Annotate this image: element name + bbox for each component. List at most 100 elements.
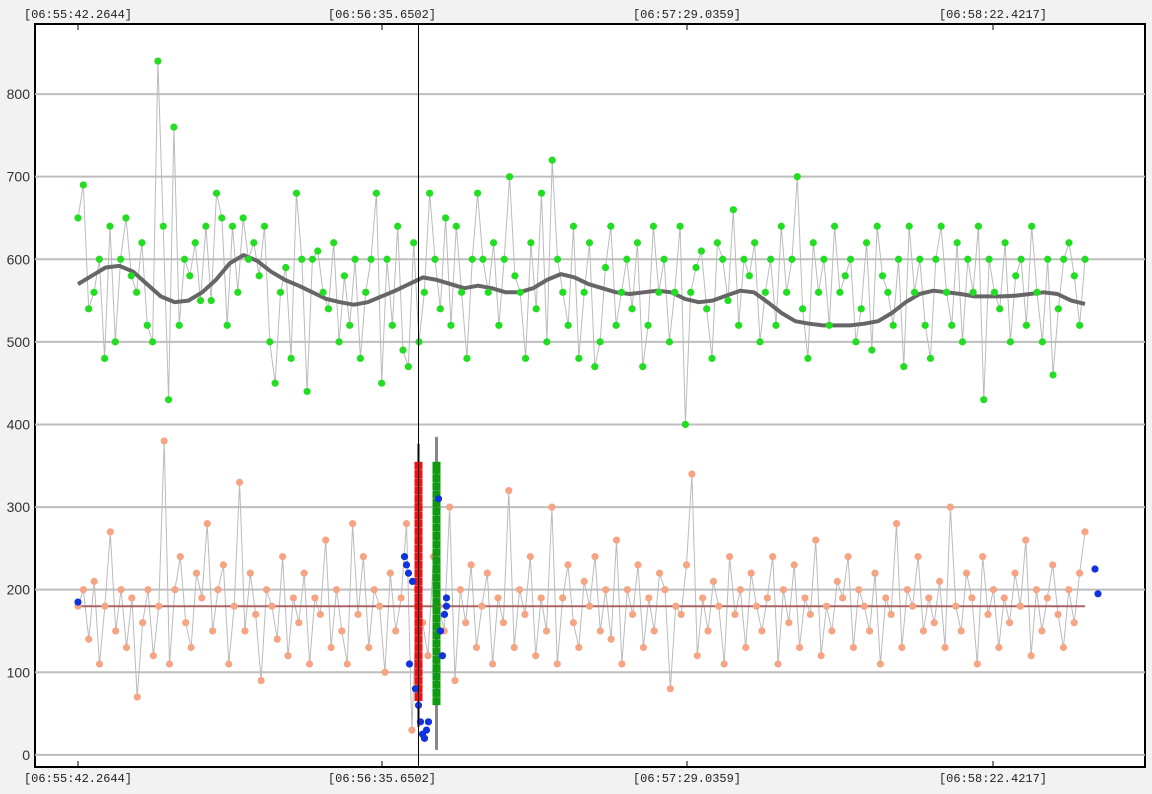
lower-series-point [666,685,674,693]
upper-series-point [1076,321,1084,329]
upper-series-point [724,296,732,305]
upper-series-point [340,272,349,280]
x-axis-bottom: [06:55:42.2644] [06:56:35.6502] [06:57:29.… [24,761,1047,786]
upper-series-point [777,222,785,230]
upper-series-point [857,305,865,313]
upper-series-point [447,321,455,329]
upper-series-point [601,263,610,272]
upper-series-point [74,214,82,222]
lower-series-point [591,553,599,561]
lower-series-point [623,586,631,594]
lower-series-point [375,602,384,610]
upper-series-point [591,363,599,371]
blue-selection-point [1094,590,1102,598]
upper-series-point [532,305,540,313]
lower-series-point [989,586,998,594]
upper-series-point [426,189,434,197]
upper-series-point [95,255,103,263]
lower-series-point [225,660,233,668]
lower-series-point [822,602,831,610]
upper-series-point [905,222,913,230]
lower-series-point [252,610,260,619]
lower-series-point [526,553,534,561]
upper-series-point [436,305,444,313]
upper-series-point [250,239,258,247]
upper-series-point [170,123,178,131]
lower-series-point [338,627,346,635]
green-selection-point [432,622,441,631]
upper-series-point [703,305,711,313]
upper-series-point [127,272,135,280]
lower-series-point [494,594,502,602]
upper-series-point [585,239,594,247]
blue-selection-point [411,685,420,693]
upper-series-point [569,222,578,230]
upper-series-point [495,321,503,329]
lower-series-point [214,586,222,594]
lower-series-point [833,577,841,586]
upper-series-point [234,288,242,296]
lower-series-point [284,652,292,660]
lower-series-point [1006,619,1014,627]
upper-series-point [719,255,727,263]
lower-series-point [187,643,195,652]
green-selection-point [432,688,441,697]
green-selection-point [432,556,441,565]
upper-series-point [958,338,967,346]
upper-series-point [479,255,487,263]
lower-series-point [521,610,529,619]
upper-series-point [202,222,210,230]
upper-series-point [543,338,551,346]
blue-selection-point [434,495,443,503]
upper-series-point [628,305,636,313]
x-tick-label-top: [06:55:42.2644] [24,8,132,22]
lower-series-point [634,561,642,569]
upper-series-point [996,305,1004,313]
upper-series-point [196,296,205,305]
upper-series-point [527,239,535,247]
upper-series-point [868,346,876,354]
upper-series-point [948,321,956,329]
upper-series-point [655,288,663,296]
lower-series-point [1022,536,1030,544]
upper-series-point [260,222,269,230]
green-selection-point [432,540,441,549]
lower-series-point [106,528,114,536]
green-selection-point [432,639,441,648]
upper-series-point [617,288,626,296]
lower-series-point [128,594,136,602]
green-selection-point [432,507,441,516]
upper-series-point [559,288,567,296]
lower-series-point [85,635,93,643]
upper-series-point [836,288,844,296]
lower-series-point [930,619,938,627]
lower-series-point [316,610,324,619]
upper-series-point [346,321,354,329]
upper-series-point [846,255,855,263]
upper-series-point [372,189,380,197]
lower-series-point [812,536,820,544]
lower-series-point [349,519,357,528]
lower-series-point [693,652,701,660]
green-selection-point [432,697,441,706]
lower-series-point [273,635,281,643]
upper-series-point [394,222,402,230]
lower-series-point [1016,602,1024,610]
y-tick-label: 500 [7,334,31,350]
upper-series-point [649,222,658,230]
lower-series-point [828,627,836,635]
lower-series-point [456,586,464,594]
lower-series-point [445,503,454,511]
lower-series-point [957,627,965,635]
lower-series-point [882,594,890,602]
upper-series-point [133,288,141,296]
blue-selection-point [442,602,451,610]
series-points [74,57,1089,734]
upper-series-point [388,321,396,329]
upper-series-point [735,321,743,329]
lower-series-point [483,569,491,577]
upper-series-point [143,321,151,329]
lower-series-point [795,643,804,652]
upper-series-point [362,288,370,296]
